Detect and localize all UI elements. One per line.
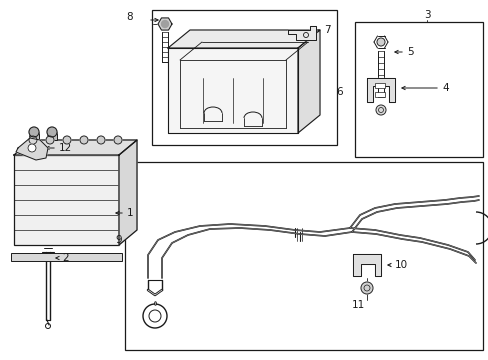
Bar <box>374 83 384 88</box>
Text: 6: 6 <box>335 87 342 97</box>
Bar <box>354 22 482 157</box>
Polygon shape <box>158 18 172 30</box>
Circle shape <box>47 127 57 137</box>
Text: 4: 4 <box>441 83 447 93</box>
Bar <box>374 92 384 97</box>
Bar <box>125 162 482 350</box>
Text: 10: 10 <box>394 260 407 270</box>
Text: 12: 12 <box>59 143 72 153</box>
Circle shape <box>376 38 384 46</box>
Polygon shape <box>366 78 394 102</box>
Circle shape <box>80 136 88 144</box>
Polygon shape <box>352 254 380 276</box>
Bar <box>29 132 39 140</box>
Polygon shape <box>168 48 297 133</box>
Circle shape <box>63 136 71 144</box>
Text: 7: 7 <box>324 25 330 35</box>
Text: 9: 9 <box>115 235 122 245</box>
Text: 8: 8 <box>126 12 133 22</box>
Text: 2: 2 <box>62 253 68 263</box>
Text: 11: 11 <box>351 300 364 310</box>
Polygon shape <box>14 140 137 155</box>
Polygon shape <box>168 30 319 48</box>
Text: 5: 5 <box>406 47 413 57</box>
Bar <box>11 253 122 261</box>
Text: 1: 1 <box>127 208 133 218</box>
Bar <box>152 10 336 145</box>
Circle shape <box>28 144 36 152</box>
Circle shape <box>97 136 105 144</box>
Bar <box>14 155 119 245</box>
Circle shape <box>360 282 372 294</box>
Circle shape <box>114 136 122 144</box>
Polygon shape <box>16 138 48 160</box>
Circle shape <box>46 136 54 144</box>
Circle shape <box>161 21 168 27</box>
Text: 3: 3 <box>423 10 429 20</box>
Circle shape <box>29 127 39 137</box>
Polygon shape <box>297 30 319 133</box>
Circle shape <box>375 105 385 115</box>
Polygon shape <box>119 140 137 245</box>
Bar <box>47 132 57 140</box>
Circle shape <box>29 136 37 144</box>
Polygon shape <box>287 26 315 40</box>
